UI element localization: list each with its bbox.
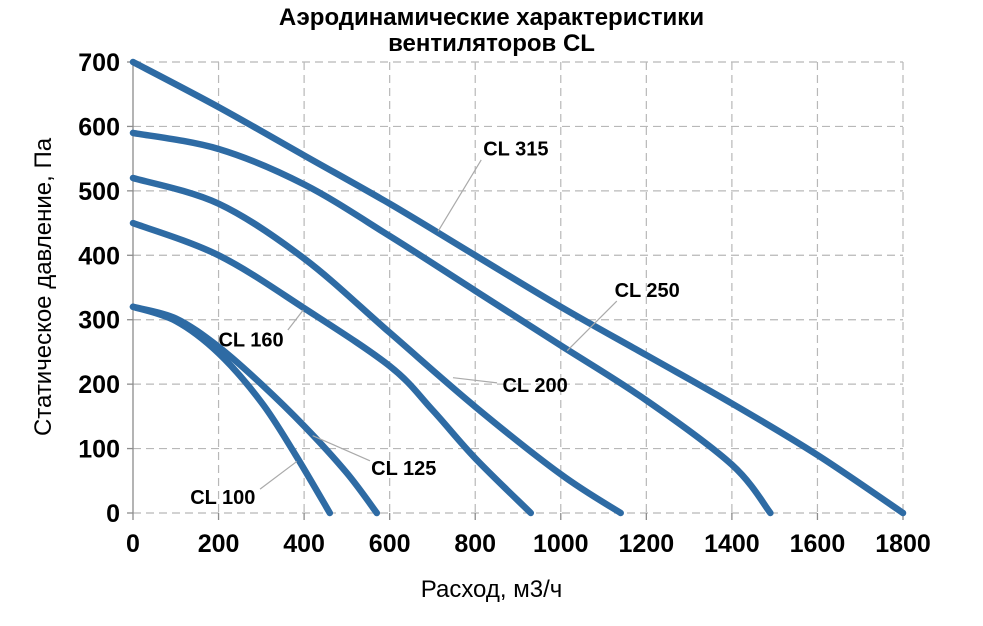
x-tick-label-1600: 1600 — [790, 530, 846, 558]
x-tick-label-1200: 1200 — [619, 530, 675, 558]
chart-title-line2: вентиляторов CL — [388, 30, 595, 57]
y-tick-label-400: 400 — [78, 242, 120, 270]
chart-title: Аэродинамические характеристики вентилят… — [0, 5, 983, 57]
leader-cl-160 — [287, 309, 304, 331]
label-cl-200: CL 200 — [502, 375, 567, 397]
tick-labels: 0 100 200 300 400 500 600 700 0 200 400 600 800 1000 1… — [78, 49, 931, 558]
leader-cl-100 — [259, 460, 298, 490]
label-cl-100: CL 100 — [190, 487, 255, 509]
label-cl-160: CL 160 — [218, 330, 283, 352]
curve-cl-315 — [129, 58, 907, 517]
label-cl-315: CL 315 — [483, 138, 548, 160]
chart-title-line1: Аэродинамические характеристики — [278, 4, 705, 31]
leader-cl-250 — [566, 300, 618, 352]
axes — [127, 60, 904, 520]
y-tick-label-0: 0 — [106, 500, 120, 528]
leader-cl-200 — [452, 377, 498, 384]
x-tick-label-200: 200 — [198, 530, 240, 558]
y-tick-label-600: 600 — [78, 113, 120, 141]
x-tick-label-1800: 1800 — [875, 530, 931, 558]
x-tick-label-800: 800 — [454, 530, 496, 558]
y-tick-label-500: 500 — [78, 178, 120, 206]
curve-cl-160 — [129, 219, 535, 517]
curve-cl-100 — [129, 303, 334, 517]
fan-curves — [129, 58, 907, 517]
x-axis-title: Расход, м3/ч — [420, 576, 563, 603]
x-tick-label-600: 600 — [369, 530, 411, 558]
y-tick-label-700: 700 — [78, 49, 120, 77]
x-tick-label-1400: 1400 — [704, 530, 760, 558]
y-tick-label-100: 100 — [78, 436, 120, 464]
x-tick-label-0: 0 — [126, 530, 140, 558]
curve-cl-250 — [129, 129, 774, 517]
curve-annotations: CL 315 CL 250 CL 200 CL 160 CL 125 CL 100 — [190, 138, 680, 509]
curve-cl-200 — [129, 174, 624, 517]
leader-cl-125 — [312, 435, 371, 462]
y-tick-label-200: 200 — [78, 371, 120, 399]
x-tick-label-1000: 1000 — [533, 530, 589, 558]
label-cl-125: CL 125 — [371, 458, 436, 480]
label-cl-250: CL 250 — [615, 280, 680, 302]
leader-cl-315 — [437, 159, 482, 232]
x-tick-label-400: 400 — [283, 530, 325, 558]
y-tick-label-300: 300 — [78, 307, 120, 335]
